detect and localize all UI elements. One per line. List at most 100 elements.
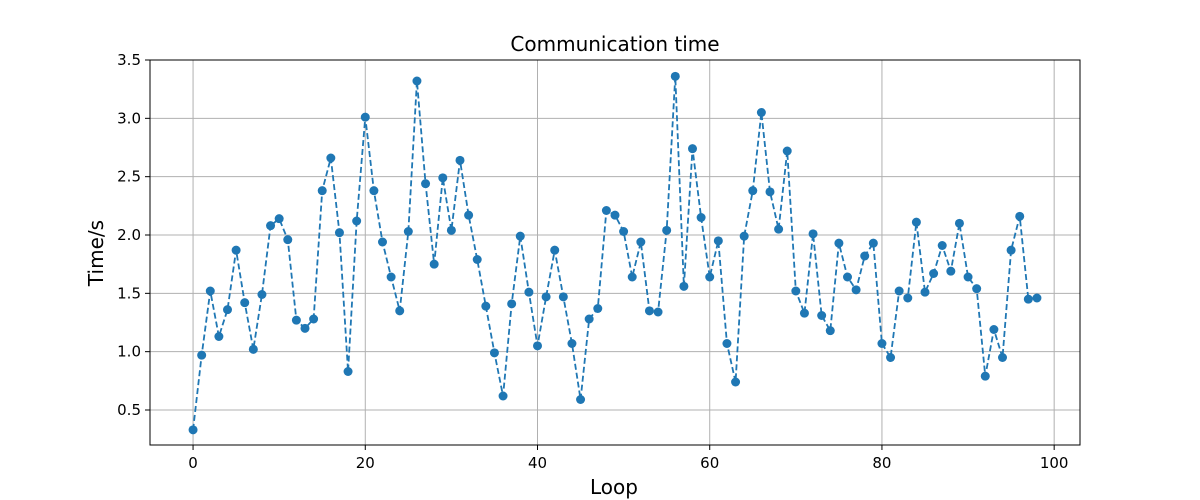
chart-title: Communication time [510, 32, 719, 56]
data-point [291, 315, 301, 325]
data-point [472, 255, 482, 264]
data-point [558, 292, 568, 302]
data-point [817, 311, 827, 320]
data-point [963, 272, 973, 282]
data-point [489, 348, 499, 358]
y-tick-label: 2.0 [117, 226, 141, 244]
data-point [309, 314, 319, 324]
data-point [481, 301, 491, 311]
data-point [248, 344, 258, 354]
data-point [825, 326, 835, 336]
y-tick-label: 3.5 [117, 51, 141, 69]
data-point [748, 186, 758, 196]
data-point [266, 221, 276, 231]
data-point [670, 71, 680, 81]
data-point [799, 308, 809, 318]
data-point [937, 241, 947, 250]
data-point [1015, 211, 1025, 221]
data-point [300, 323, 310, 333]
data-point [386, 272, 396, 282]
x-axis-label: Loop [590, 475, 638, 499]
data-point [274, 214, 284, 224]
data-point [369, 186, 379, 196]
data-point [395, 306, 405, 316]
data-point [601, 206, 611, 215]
data-point [455, 155, 465, 165]
data-point [610, 210, 620, 220]
data-point [765, 187, 775, 197]
data-point [911, 217, 921, 227]
data-point [774, 224, 784, 234]
data-point [464, 210, 474, 220]
data-point [378, 237, 387, 247]
x-tick-label: 100 [1040, 454, 1069, 472]
data-point [834, 238, 844, 248]
data-point [808, 229, 818, 239]
data-point [438, 173, 448, 183]
plot-area-frame [149, 59, 1081, 446]
data-point [980, 371, 990, 381]
series-line-layer [192, 76, 1038, 430]
data-point [429, 259, 439, 269]
data-point [619, 227, 629, 236]
data-point [1023, 294, 1033, 304]
data-point [524, 287, 534, 297]
data-point [946, 266, 956, 276]
data-point [498, 391, 508, 401]
data-point [644, 306, 654, 316]
y-axis-label: Time/s [84, 220, 108, 287]
data-point [860, 251, 870, 261]
x-tick-label: 20 [356, 454, 375, 472]
y-tick-label: 0.5 [117, 401, 141, 419]
data-point [214, 332, 224, 341]
data-point [223, 305, 232, 315]
data-point [515, 231, 525, 241]
data-point [231, 245, 241, 255]
data-point [360, 112, 370, 122]
series-line [192, 76, 1038, 430]
data-point [756, 108, 766, 117]
data-point [713, 236, 723, 246]
data-point [696, 213, 706, 222]
data-point [653, 307, 663, 317]
data-point [541, 292, 551, 302]
data-point [567, 339, 577, 348]
data-point [722, 339, 732, 348]
data-point [352, 216, 362, 226]
data-point [843, 272, 852, 282]
data-point [662, 225, 672, 235]
ticks: 0 20 40 60 80 100 0.5 1.0 1.5 2.0 2.5 3.0 3.5 [117, 51, 1068, 472]
y-tick-label: 3.0 [117, 109, 141, 127]
data-point [989, 325, 999, 334]
data-point [894, 286, 904, 296]
data-point [929, 269, 939, 278]
data-point [446, 225, 456, 235]
data-point [739, 231, 749, 241]
data-point [731, 377, 741, 387]
data-point [550, 245, 560, 255]
data-point [954, 218, 964, 228]
data-point [412, 76, 422, 86]
data-point [317, 186, 327, 196]
x-tick-label: 80 [872, 454, 891, 472]
data-point [205, 286, 215, 296]
data-point [1006, 245, 1016, 255]
data-point [920, 287, 930, 297]
data-point [868, 238, 878, 248]
data-point [576, 395, 586, 404]
data-point [343, 367, 353, 376]
data-point [782, 146, 792, 156]
data-point [851, 285, 861, 295]
data-point [403, 227, 413, 236]
x-tick-label: 0 [188, 454, 198, 472]
x-tick-label: 40 [528, 454, 547, 472]
data-point [197, 350, 207, 360]
data-point [507, 299, 517, 309]
data-point [877, 339, 887, 348]
data-point [886, 353, 896, 362]
series-markers [188, 71, 1042, 435]
data-point [240, 298, 250, 308]
y-tick-label: 1.0 [117, 343, 141, 361]
